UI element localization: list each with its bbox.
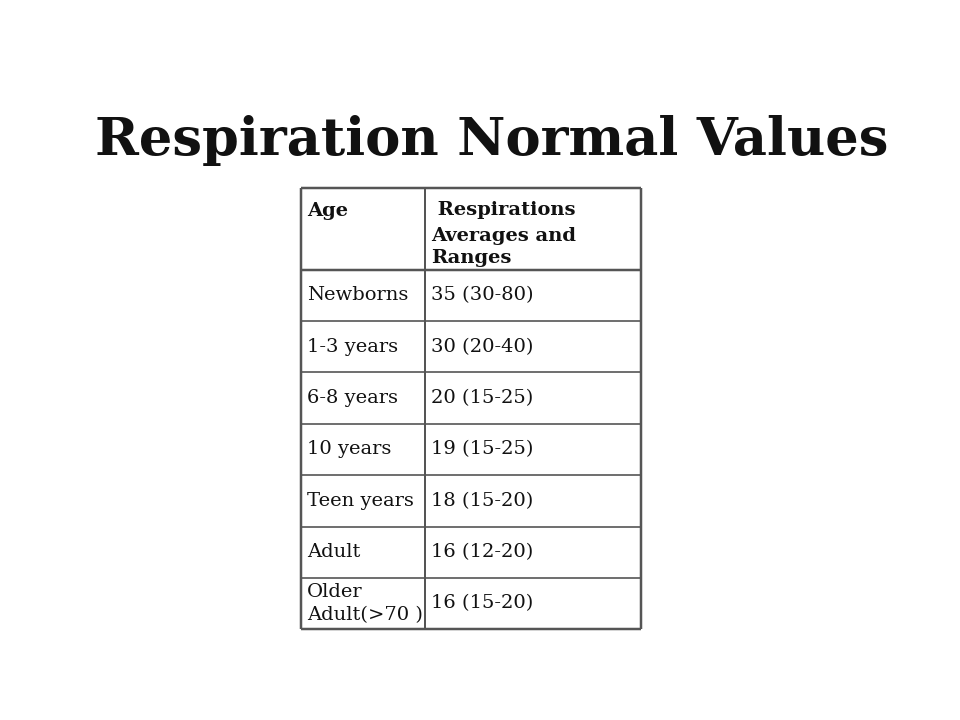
Text: Teen years: Teen years	[307, 492, 414, 510]
Text: Adult: Adult	[307, 543, 360, 561]
Text: 35 (30-80): 35 (30-80)	[431, 287, 533, 305]
Text: 16 (15-20): 16 (15-20)	[431, 595, 533, 613]
Text: 1-3 years: 1-3 years	[307, 338, 397, 356]
Text: 6-8 years: 6-8 years	[307, 389, 397, 407]
Text: 18 (15-20): 18 (15-20)	[431, 492, 533, 510]
Text: 19 (15-25): 19 (15-25)	[431, 441, 533, 459]
Text: Older
Adult(>70 ): Older Adult(>70 )	[307, 583, 422, 624]
Text: 20 (15-25): 20 (15-25)	[431, 389, 533, 407]
Text: Newborns: Newborns	[307, 287, 408, 305]
Text: Averages and
Ranges: Averages and Ranges	[431, 227, 576, 267]
Text: 10 years: 10 years	[307, 441, 391, 459]
Text: Respiration Normal Values: Respiration Normal Values	[95, 114, 889, 166]
Text: Respirations: Respirations	[431, 201, 575, 219]
Text: 16 (12-20): 16 (12-20)	[431, 543, 533, 561]
Text: 30 (20-40): 30 (20-40)	[431, 338, 533, 356]
Text: Age: Age	[307, 202, 348, 220]
